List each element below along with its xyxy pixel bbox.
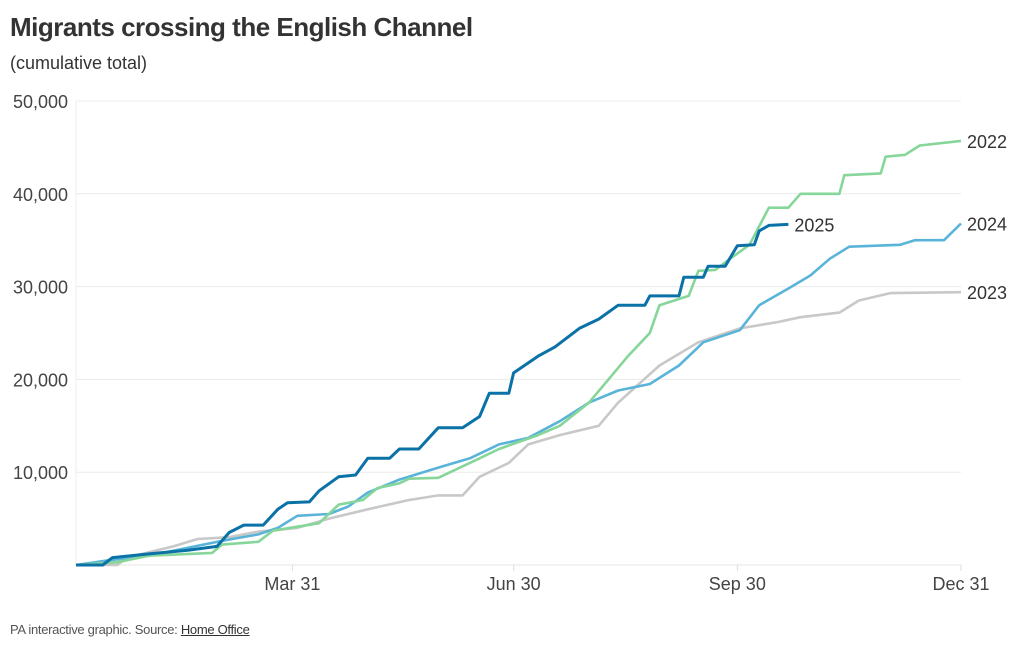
source-credit: PA interactive graphic. Source: Home Off…	[10, 622, 250, 637]
series-label-2025: 2025	[794, 215, 834, 235]
credit-text: PA interactive graphic. Source:	[10, 622, 181, 637]
chart-subtitle: (cumulative total)	[10, 53, 148, 73]
y-tick-label: 40,000	[13, 185, 68, 205]
line-chart: 10,000 20,000 30,000 40,000 50,000 Mar 31 Jun …	[13, 92, 1007, 594]
x-tick-label: Dec 31	[932, 574, 989, 594]
x-tick-label: Mar 31	[264, 574, 320, 594]
y-tick-label: 10,000	[13, 463, 68, 483]
series-label-2022: 2022	[967, 132, 1007, 152]
x-tick-label: Sep 30	[709, 574, 766, 594]
x-tick-label: Jun 30	[487, 574, 541, 594]
series-line-2023	[76, 290, 962, 567]
chart-title: Migrants crossing the English Channel	[10, 12, 473, 42]
series-line-2025	[76, 222, 789, 567]
y-tick-label: 30,000	[13, 278, 68, 298]
series-line-2024	[75, 222, 962, 567]
series-label-2024: 2024	[967, 214, 1007, 234]
series-label-2023: 2023	[967, 283, 1007, 303]
series-line-2022	[75, 139, 962, 567]
y-tick-label: 50,000	[13, 92, 68, 112]
y-tick-label: 20,000	[13, 370, 68, 390]
source-link[interactable]: Home Office	[180, 622, 250, 637]
